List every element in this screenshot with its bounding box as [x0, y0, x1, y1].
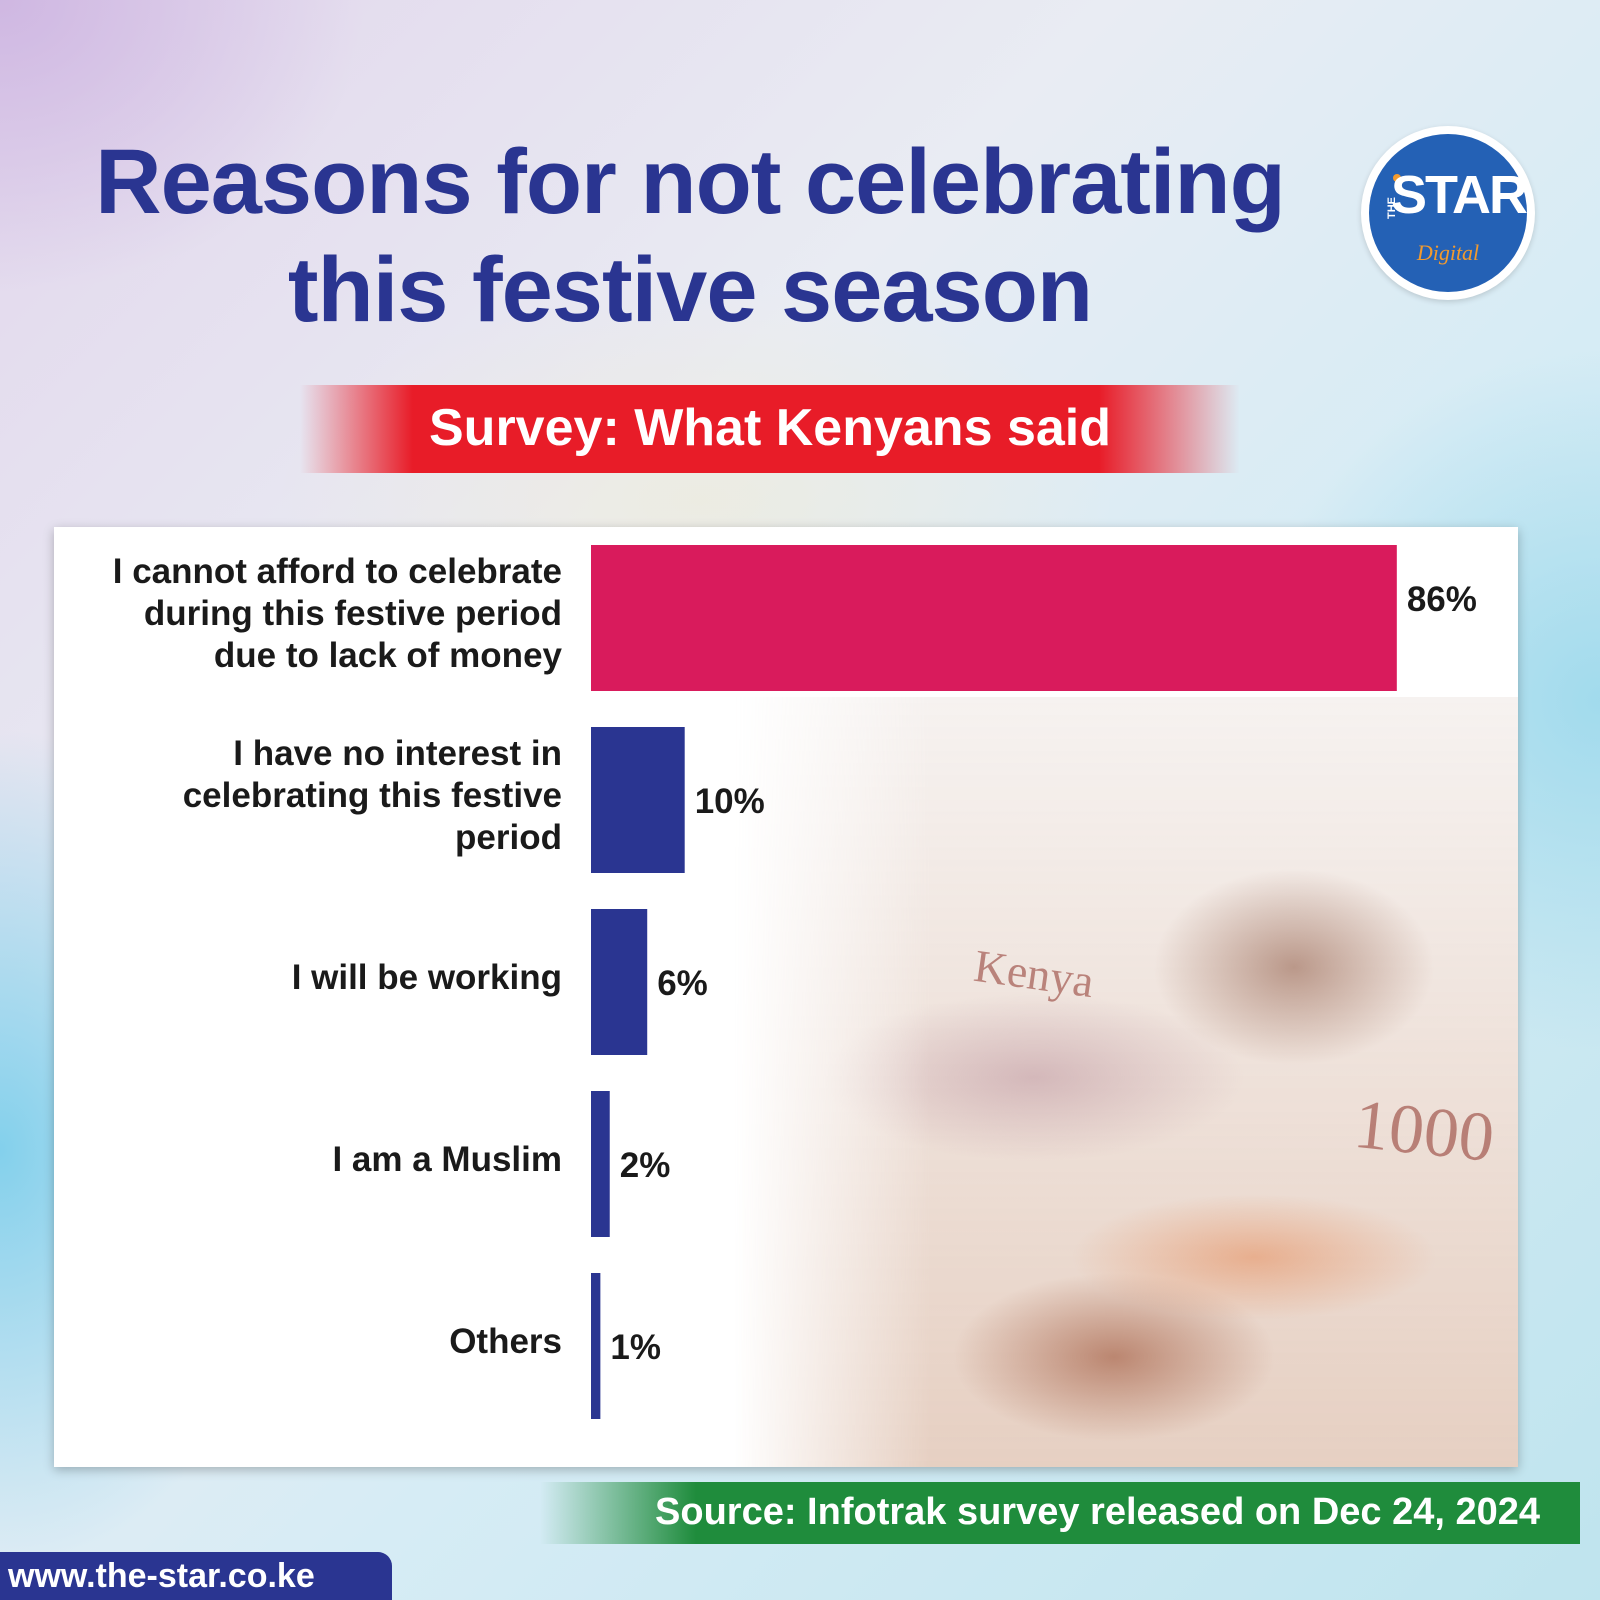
source-banner — [540, 1482, 1580, 1544]
category-label-1-line-3: due to lack of money — [213, 636, 562, 675]
category-label-2-line-2: celebrating this festive — [182, 776, 562, 815]
chart-subtitle: Survey: What Kenyans said — [429, 399, 1111, 457]
the-star-digital-logo: THE STAR Digital — [1361, 126, 1535, 300]
logo-digital-text: Digital — [1416, 240, 1480, 265]
money-photo-background: Kenya 1000 — [734, 697, 1518, 1467]
category-label-2-line-3: period — [455, 818, 562, 857]
title-line-2: this festive season — [287, 239, 1093, 341]
value-label-2: 10% — [695, 782, 765, 821]
category-label-2-line-1: I have no interest in — [233, 734, 562, 773]
logo-star-dot-icon — [1393, 174, 1401, 182]
source-text: Source: Infotrak survey released on Dec … — [655, 1491, 1540, 1533]
category-label-1-line-2: during this festive period — [143, 594, 562, 633]
website-url: www.the-star.co.ke — [8, 1557, 315, 1595]
category-label-4: I am a Muslim — [54, 1139, 562, 1181]
bar-1 — [591, 545, 1397, 691]
value-label-5: 1% — [610, 1328, 661, 1367]
category-label-1-line-1: I cannot afford to celebrate — [112, 552, 562, 591]
bar-5 — [591, 1273, 601, 1419]
category-label-3-line-1: I will be working — [291, 958, 562, 997]
category-label-5: Others — [54, 1321, 562, 1363]
category-label-3: I will be working — [54, 957, 562, 999]
bar-chart-svg: 86% 10% 6% 2% 1% — [591, 545, 1477, 1419]
bar-4 — [591, 1091, 610, 1237]
value-label-3: 6% — [657, 964, 708, 1003]
chart-panel: Kenya 1000 I cannot afford to celebrate d… — [54, 527, 1518, 1467]
category-label-2: I have no interest in celebrating this fe… — [54, 733, 562, 859]
logo-circle: THE STAR Digital — [1369, 134, 1528, 292]
logo-star-text: STAR — [1391, 165, 1528, 225]
category-label-4-line-1: I am a Muslim — [332, 1140, 562, 1179]
bar-3 — [591, 909, 648, 1055]
category-label-5-line-1: Others — [449, 1322, 562, 1361]
category-label-1: I cannot afford to celebrate during this … — [54, 551, 562, 677]
subtitle-banner — [300, 385, 1240, 473]
title-line-1: Reasons for not celebrating — [95, 131, 1286, 233]
bar-2 — [591, 727, 685, 873]
value-label-1: 86% — [1407, 580, 1477, 619]
url-banner — [0, 1552, 392, 1600]
chart-title: Reasons for not celebrating this festive… — [40, 128, 1340, 344]
value-label-4: 2% — [620, 1146, 671, 1185]
